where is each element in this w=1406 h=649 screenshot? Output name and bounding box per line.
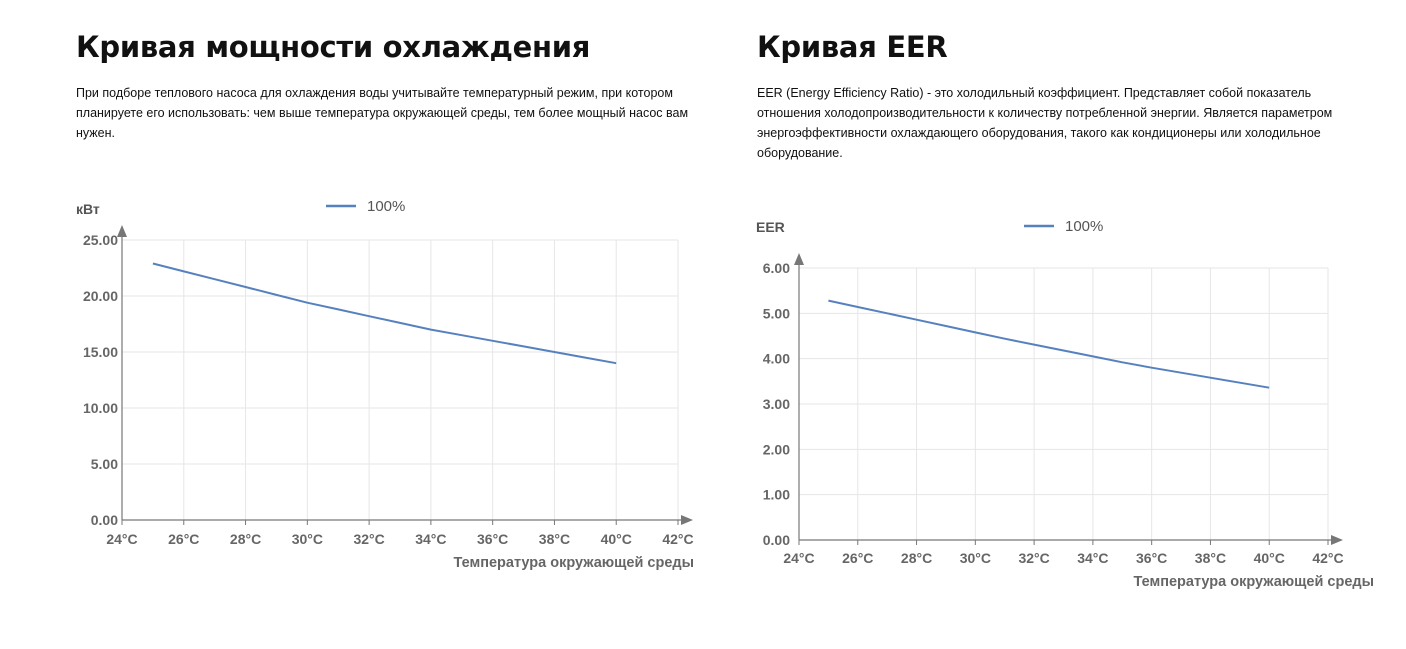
y-tick-label: 0.00 xyxy=(91,512,118,528)
cooling-capacity-section: Кривая мощности охлаждения При подборе т… xyxy=(76,30,689,140)
eer-description: EER (Energy Efficiency Ratio) - это холо… xyxy=(757,86,1333,160)
x-tick-label: 26°C xyxy=(168,531,199,547)
cooling-capacity-title: Кривая мощности охлаждения xyxy=(76,30,591,64)
x-tick-label: 24°C xyxy=(106,531,137,547)
x-tick-label: 32°C xyxy=(353,531,384,547)
y-tick-label: 5.00 xyxy=(91,456,118,472)
x-tick-label: 34°C xyxy=(415,531,446,547)
x-tick-label: 42°C xyxy=(662,531,693,547)
x-axis-label: Температура окружающей среды xyxy=(453,555,694,571)
y-tick-label: 20.00 xyxy=(83,288,118,304)
series-line-100pct xyxy=(152,262,617,365)
eer-section: Кривая EER EER (Energy Efficiency Ratio)… xyxy=(703,0,1406,649)
legend-label: 100% xyxy=(367,198,405,215)
y-axis-arrow xyxy=(117,225,127,237)
y-axis-label: кВт xyxy=(76,201,100,217)
cooling-capacity-description: При подборе теплового насоса для охлажде… xyxy=(76,86,689,140)
x-tick-label: 38°C xyxy=(539,531,570,547)
x-axis-arrow xyxy=(681,515,693,525)
eer-title: Кривая EER xyxy=(757,30,948,64)
y-tick-label: 10.00 xyxy=(83,400,118,416)
y-tick-label: 15.00 xyxy=(83,344,118,360)
x-tick-label: 40°C xyxy=(601,531,632,547)
x-tick-label: 30°C xyxy=(292,531,323,547)
y-tick-label: 25.00 xyxy=(83,232,118,248)
x-tick-label: 28°C xyxy=(230,531,261,547)
x-tick-label: 36°C xyxy=(477,531,508,547)
